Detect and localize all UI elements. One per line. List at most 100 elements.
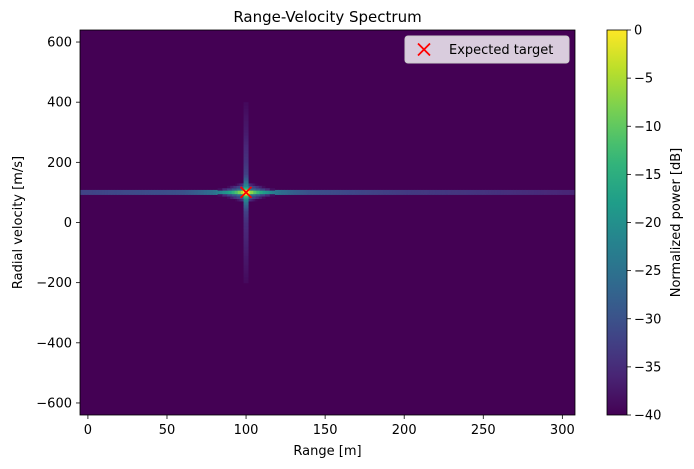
range-ridge-cell <box>129 189 134 195</box>
range-ridge-cell <box>559 189 564 195</box>
velocity-ridge-cell <box>243 275 249 278</box>
range-ridge-cell <box>321 189 326 195</box>
range-ridge-cell <box>269 194 276 197</box>
velocity-ridge-cell <box>243 108 249 111</box>
range-ridge-cell <box>123 189 128 195</box>
range-ridge-cell <box>544 189 548 195</box>
range-ridge-cell <box>231 189 236 195</box>
range-ridge-cell <box>234 199 238 202</box>
velocity-ridge-cell <box>243 153 249 156</box>
velocity-ridge-cell <box>243 181 249 184</box>
range-ridge-cell <box>324 189 329 195</box>
range-ridge-cell <box>163 189 168 195</box>
range-ridge-cell <box>389 189 394 195</box>
range-ridge-cell <box>179 189 183 195</box>
velocity-ridge-cell <box>243 201 249 204</box>
range-ridge-cell <box>284 189 288 195</box>
range-ridge-cell <box>89 189 93 195</box>
velocity-ridge-cell <box>243 166 249 169</box>
velocity-ridge-cell <box>243 148 249 151</box>
velocity-ridge-cell <box>243 225 249 228</box>
range-ridge-cell <box>411 189 415 195</box>
legend-x-stroke <box>417 42 431 57</box>
range-ridge-cell <box>429 189 434 195</box>
range-ridge-cell <box>252 185 257 189</box>
velocity-ridge-cell <box>243 141 249 144</box>
range-ridge-cell <box>236 194 242 197</box>
velocity-ridge-cell <box>243 219 249 222</box>
range-ridge-cell <box>494 189 499 195</box>
y-axis-ticks: 600 400 200 0 −200 −400 −600 <box>36 36 80 411</box>
range-ridge-cell <box>253 183 256 186</box>
range-ridge-cell <box>255 194 261 197</box>
velocity-ridge-cell <box>243 156 249 159</box>
range-ridge-cell <box>250 188 257 191</box>
range-ridge-cell <box>114 189 118 195</box>
velocity-ridge-cell <box>243 237 249 240</box>
range-ridge-cell <box>380 189 384 195</box>
range-ridge-cell <box>191 189 196 195</box>
range-ridge-cell <box>401 189 406 195</box>
range-ridge-cell <box>206 189 211 195</box>
range-ridge-cell <box>271 189 276 195</box>
range-ridge-cell <box>251 199 254 202</box>
velocity-ridge-cell <box>243 112 249 115</box>
range-ridge-cell <box>407 189 412 195</box>
range-ridge-cell <box>222 194 228 197</box>
velocity-ridge-cell <box>243 199 249 203</box>
range-ridge-cell <box>238 199 242 202</box>
range-ridge-cell <box>247 199 251 202</box>
range-ridge-cell <box>438 189 443 195</box>
range-ridge-cell <box>236 196 241 200</box>
velocity-ridge-cell <box>243 172 249 175</box>
range-ridge-cell <box>404 189 409 195</box>
velocity-ridge-cell <box>243 127 249 130</box>
velocity-ridge-cell <box>243 183 249 186</box>
range-ridge-cell <box>157 189 162 195</box>
velocity-ridge-cell <box>243 281 249 284</box>
range-ridge-cell <box>230 185 234 189</box>
range-ridge-cell <box>98 189 103 195</box>
velocity-ridge-cell <box>243 278 249 281</box>
range-ridge-cell <box>472 189 477 195</box>
velocity-ridge-cell <box>243 198 249 201</box>
velocity-ridge-cell <box>243 243 249 246</box>
range-ridge-cell <box>466 189 471 195</box>
range-ridge-cell <box>361 189 366 195</box>
range-ridge-cell <box>240 199 243 202</box>
range-ridge-cell <box>236 183 240 186</box>
range-ridge-cell <box>255 185 260 189</box>
velocity-ridge-cell <box>243 258 249 261</box>
velocity-ridge-cell <box>243 165 249 168</box>
range-ridge-cell <box>92 189 97 195</box>
range-ridge-cell <box>80 189 84 195</box>
velocity-ridge-cell <box>243 186 249 189</box>
velocity-ridge-cell <box>243 151 249 154</box>
range-ridge-cell <box>126 189 131 195</box>
range-ridge-cell <box>451 189 455 195</box>
velocity-ridge-cell <box>243 103 249 106</box>
range-ridge-cell <box>141 189 146 195</box>
range-ridge-cell <box>506 189 511 195</box>
range-ridge-cell <box>253 199 256 202</box>
range-ridge-cell <box>454 189 459 195</box>
velocity-ridge-cell <box>243 124 249 127</box>
range-ridge-cell <box>258 196 263 200</box>
velocity-ridge-cell <box>243 174 249 177</box>
colorbar-tick-label: −5 <box>634 72 653 87</box>
velocity-ridge-cell <box>243 126 249 129</box>
range-ridge-cell <box>197 189 202 195</box>
colorbar-tick-label: −25 <box>634 264 661 279</box>
velocity-ridge-cell <box>243 178 249 181</box>
velocity-ridge-cell <box>243 129 249 132</box>
range-ridge-cell <box>565 189 570 195</box>
range-ridge-cell <box>525 189 530 195</box>
velocity-ridge-cell <box>243 246 249 249</box>
velocity-ridge-cell <box>243 202 249 206</box>
range-ridge-cell <box>370 189 375 195</box>
velocity-ridge-cell <box>243 224 249 227</box>
velocity-ridge-cell <box>243 255 249 258</box>
range-ridge-cell <box>445 189 449 195</box>
velocity-ridge-cell <box>243 117 249 120</box>
range-ridge-cell <box>312 189 316 195</box>
